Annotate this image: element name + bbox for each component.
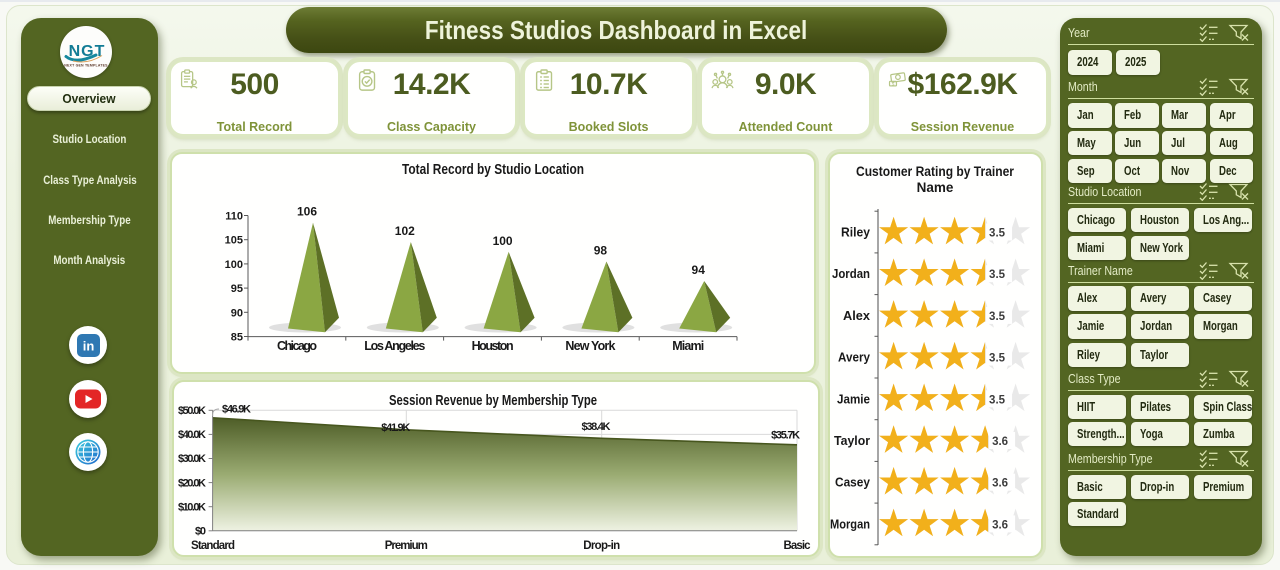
svg-text:Los Angeles: Los Angeles — [364, 339, 425, 353]
svg-text:Miami: Miami — [672, 339, 704, 353]
svg-text:98: 98 — [594, 244, 608, 258]
svg-text:New York: New York — [565, 339, 615, 353]
svg-text:Jamie: Jamie — [837, 392, 870, 406]
svg-text:Customer Rating by Trainer: Customer Rating by Trainer — [856, 164, 1015, 179]
svg-text:Riley: Riley — [841, 226, 870, 240]
svg-text:100: 100 — [225, 259, 243, 271]
svg-text:3.6: 3.6 — [992, 519, 1008, 531]
svg-text:3.6: 3.6 — [992, 436, 1008, 448]
svg-text:3.5: 3.5 — [989, 394, 1006, 406]
svg-text:90: 90 — [231, 307, 243, 319]
svg-text:$: $ — [892, 82, 895, 87]
svg-text:Premium: Premium — [385, 540, 428, 552]
svg-text:$40.0K: $40.0K — [178, 429, 206, 441]
svg-text:Chicago: Chicago — [277, 339, 317, 353]
svg-text:Standard: Standard — [191, 540, 235, 552]
svg-text:in: in — [82, 338, 94, 353]
svg-text:102: 102 — [395, 224, 415, 238]
svg-text:Session Revenue by Membership: Session Revenue by Membership Type — [389, 393, 597, 409]
svg-text:Jordan: Jordan — [832, 267, 870, 281]
svg-text:$20.0K: $20.0K — [178, 477, 206, 489]
svg-text:106: 106 — [297, 205, 317, 219]
svg-text:Casey: Casey — [835, 476, 870, 490]
svg-text:Morgan: Morgan — [830, 517, 870, 531]
svg-text:Total Record by Studio Locatio: Total Record by Studio Location — [402, 162, 584, 178]
svg-text:3.5: 3.5 — [989, 269, 1006, 281]
svg-text:$46.9K: $46.9K — [222, 404, 251, 416]
svg-text:$0: $0 — [195, 526, 206, 538]
svg-text:$10.0K: $10.0K — [178, 501, 206, 513]
svg-text:3.5: 3.5 — [989, 228, 1006, 240]
svg-text:Name: Name — [917, 180, 954, 195]
svg-text:$41.9K: $41.9K — [381, 422, 410, 434]
svg-text:100: 100 — [493, 234, 513, 248]
svg-text:3.5: 3.5 — [989, 311, 1006, 323]
svg-text:Houston: Houston — [472, 339, 514, 353]
svg-text:105: 105 — [225, 235, 243, 247]
svg-text:94: 94 — [692, 263, 706, 277]
svg-text:Alex: Alex — [843, 309, 870, 323]
svg-text:$30.0K: $30.0K — [178, 453, 206, 465]
svg-text:85: 85 — [231, 332, 243, 344]
svg-text:$50.0K: $50.0K — [178, 405, 206, 417]
svg-text:Drop-in: Drop-in — [583, 540, 620, 552]
svg-text:NEXT GEN TEMPLATES: NEXT GEN TEMPLATES — [64, 64, 108, 68]
svg-text:3.6: 3.6 — [992, 478, 1008, 490]
svg-text:Basic: Basic — [784, 540, 812, 552]
svg-text:$35.7K: $35.7K — [771, 430, 800, 442]
svg-text:$38.4K: $38.4K — [582, 421, 611, 433]
svg-text:110: 110 — [225, 211, 243, 223]
svg-text:95: 95 — [231, 283, 243, 295]
svg-text:Taylor: Taylor — [834, 434, 870, 448]
svg-text:Avery: Avery — [838, 351, 870, 365]
svg-text:3.5: 3.5 — [989, 353, 1006, 365]
